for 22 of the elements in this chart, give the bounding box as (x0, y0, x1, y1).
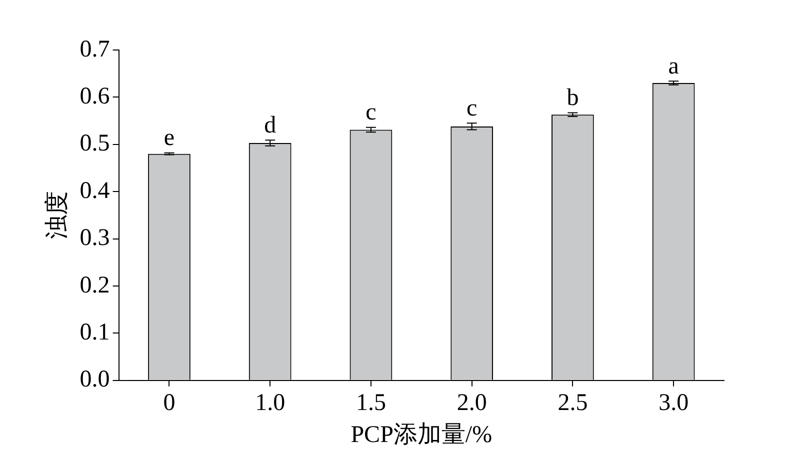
y-tick-label: 0.7 (80, 36, 110, 62)
annotation: d (264, 112, 276, 138)
x-tick-label: 0 (163, 390, 176, 416)
y-tick-label: 0.3 (80, 225, 110, 252)
y-tick-label: 0.6 (80, 83, 110, 110)
y-tick-label: 0.5 (80, 130, 110, 157)
annotation: b (566, 85, 579, 112)
y-tick-label: 0.4 (80, 178, 110, 204)
x-tick-label: 1.0 (255, 390, 286, 416)
x-tick-label: 1.5 (356, 390, 386, 416)
y-tick-label: 0.2 (80, 272, 110, 298)
y-tick-label: 0.1 (80, 319, 110, 346)
x-tick-label: 2.5 (558, 390, 588, 416)
annotation: e (164, 125, 175, 152)
x-axis-title: PCP添加量/% (350, 422, 492, 448)
x-tick-label: 2.0 (456, 390, 487, 416)
annotation: c (466, 95, 478, 122)
y-tick-label: 0.0 (80, 366, 110, 393)
y-axis-title: 浊度 (44, 191, 71, 240)
annotation: a (668, 53, 680, 80)
annotation: c (366, 100, 376, 126)
x-tick-label: 3.0 (658, 390, 689, 416)
